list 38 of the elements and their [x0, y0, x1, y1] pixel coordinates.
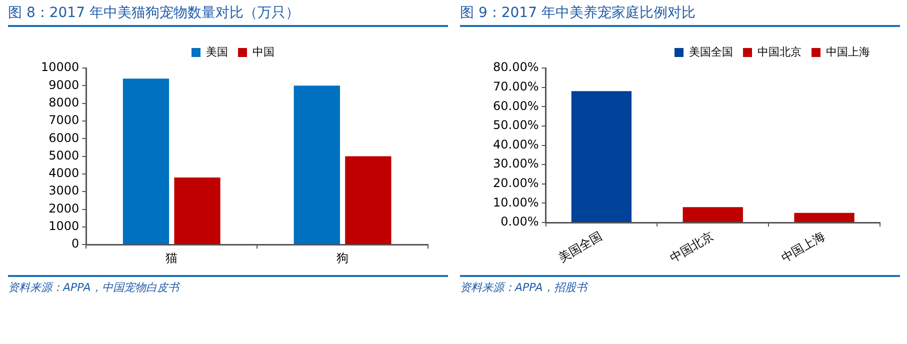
- text: 资料来源：APPA，中国宠物白皮书: [8, 275, 448, 295]
- y-tick-label: 1000: [48, 219, 80, 234]
- y-tick-label: 7000: [48, 113, 80, 128]
- y-tick-label: 3000: [48, 184, 80, 198]
- x-tick-label: 美国全国: [556, 228, 605, 266]
- y-tick-label: 70.00%: [492, 79, 539, 94]
- y-tick-label: 0.00%: [500, 214, 539, 229]
- y-tick-label: 30.00%: [492, 156, 539, 171]
- legend-label: 中国北京: [758, 45, 802, 58]
- legend-label: 美国全国: [689, 45, 733, 58]
- x-tick-label: 猫: [166, 250, 178, 265]
- y-tick-label: 0: [72, 236, 80, 251]
- text: 资料来源：APPA，招股书: [460, 275, 900, 295]
- x-tick-label: 中国上海: [778, 228, 828, 266]
- legend-label: 中国: [252, 45, 274, 58]
- y-tick-label: 50.00%: [492, 118, 539, 132]
- chart-title: 图 8：2017 年中美猫狗宠物数量对比（万只）: [8, 0, 448, 27]
- bar: [122, 78, 170, 244]
- y-tick-label: 80.00%: [492, 60, 539, 74]
- bar: [174, 177, 220, 244]
- y-tick-label: 60.00%: [492, 98, 539, 113]
- x-tick-label: 中国北京: [667, 228, 716, 266]
- y-tick-label: 8000: [48, 95, 80, 110]
- x-tick-label: 狗: [336, 250, 349, 265]
- y-tick-label: 10.00%: [492, 195, 539, 210]
- bar: [294, 86, 340, 244]
- chart-title: 图 9：2017 年中美养宠家庭比例对比: [460, 0, 900, 27]
- y-tick-label: 4000: [48, 166, 80, 180]
- bar: [345, 156, 392, 244]
- legend-label: 美国: [206, 45, 228, 58]
- y-tick-label: 9000: [48, 78, 80, 92]
- y-tick-label: 6000: [48, 130, 80, 145]
- y-tick-label: 2000: [48, 201, 80, 216]
- y-tick-label: 40.00%: [492, 137, 539, 152]
- y-tick-label: 20.00%: [492, 176, 539, 190]
- y-tick-label: 5000: [48, 148, 80, 162]
- legend-label: 中国上海: [826, 45, 870, 58]
- y-tick-label: 10000: [40, 60, 80, 74]
